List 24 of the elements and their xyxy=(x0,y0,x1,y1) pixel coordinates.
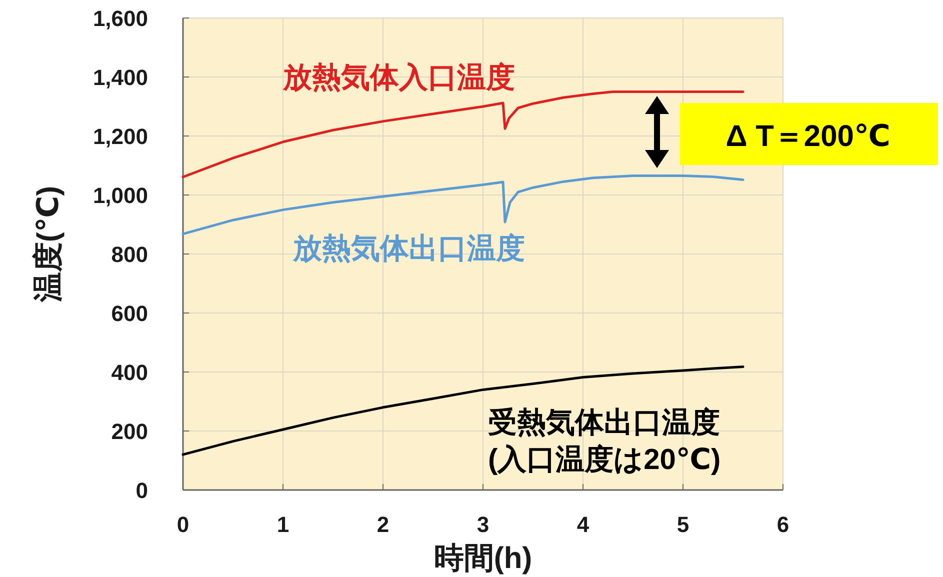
y-tick-label: 1,200 xyxy=(92,124,148,149)
x-tick-label: 2 xyxy=(376,512,390,537)
line-series xyxy=(182,90,744,178)
x-tick-label: 0 xyxy=(176,512,190,537)
annotation: Δ T＝200℃ xyxy=(726,120,890,153)
x-axis-title: 時間(h) xyxy=(434,542,532,575)
y-tick-label: 400 xyxy=(111,360,148,385)
y-tick-label: 0 xyxy=(136,478,148,503)
y-tick-label: 1,000 xyxy=(92,183,148,208)
x-tick-label: 1 xyxy=(276,512,290,537)
y-axis-title: 温度(℃) xyxy=(31,186,65,304)
x-tick-label: 6 xyxy=(776,512,790,537)
y-tick-label: 200 xyxy=(111,419,148,444)
x-tick-label: 3 xyxy=(476,512,490,537)
y-tick-label: 1,600 xyxy=(92,6,148,31)
series-label: 受熱気体出口温度 xyxy=(488,406,720,440)
annotation: (入口温度は20℃) xyxy=(488,443,721,476)
series-label: 放熱気体出口温度 xyxy=(292,232,525,266)
y-tick-label: 600 xyxy=(111,301,148,326)
x-tick-label: 4 xyxy=(576,512,590,537)
x-tick-label: 5 xyxy=(676,512,690,537)
y-tick-label: 800 xyxy=(111,242,148,267)
y-tick-label: 1,400 xyxy=(92,65,148,90)
series-label: 放熱気体入口温度 xyxy=(282,61,515,94)
